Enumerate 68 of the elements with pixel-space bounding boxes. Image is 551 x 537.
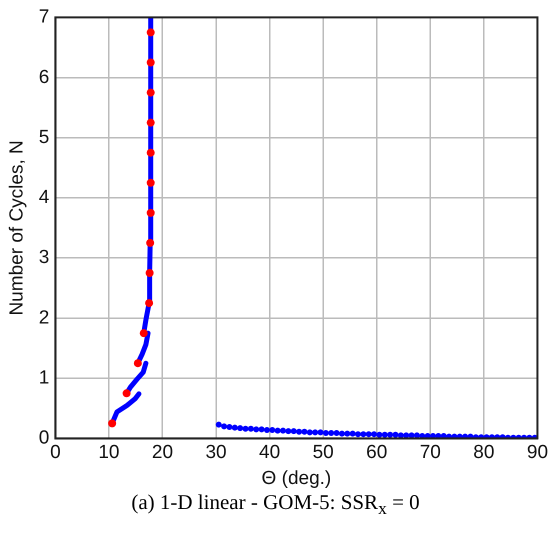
point [290, 428, 297, 434]
x-tick-label: 10 [98, 442, 120, 464]
point [264, 426, 270, 433]
point [146, 208, 155, 217]
point [146, 118, 155, 127]
x-tick-label: 30 [205, 442, 227, 464]
point [108, 419, 116, 428]
point [269, 426, 276, 433]
point [371, 431, 378, 438]
point [387, 432, 394, 438]
point [140, 329, 148, 338]
point [306, 429, 313, 436]
point [237, 425, 244, 432]
point [274, 428, 281, 434]
point [146, 238, 154, 247]
y-tick-label: 6 [38, 66, 50, 88]
x-tick-label: 70 [420, 442, 441, 464]
point [146, 269, 154, 278]
point [248, 426, 254, 432]
y-axis-title: Number of Cycles, N [6, 140, 28, 316]
point [285, 428, 292, 434]
point [258, 426, 265, 432]
point [146, 28, 155, 36]
y-tick-label: 5 [38, 126, 50, 148]
point [146, 148, 155, 157]
point [344, 430, 350, 437]
point [296, 428, 302, 435]
point [376, 432, 382, 438]
y-tick-label: 0 [38, 428, 50, 449]
point [360, 431, 366, 438]
point [382, 432, 388, 438]
y-tick-label: 1 [38, 367, 50, 388]
x-axis-title: Θ (deg.) [262, 468, 332, 489]
point [338, 430, 345, 437]
point [301, 428, 308, 435]
point [221, 423, 228, 430]
point [280, 428, 286, 434]
point [134, 359, 142, 368]
y-tick-label: 7 [38, 6, 50, 28]
point [355, 431, 361, 438]
point [146, 58, 155, 67]
point [232, 424, 238, 431]
x-tick-label: 40 [259, 442, 280, 464]
x-tick-label: 80 [473, 442, 494, 464]
x-tick-label: 60 [366, 442, 388, 464]
point [366, 431, 372, 438]
point [350, 430, 356, 437]
point [312, 429, 318, 436]
point [122, 389, 131, 398]
point [242, 426, 249, 432]
x-tick-label: 90 [526, 442, 548, 464]
y-tick-label: 2 [38, 307, 50, 328]
point [146, 88, 155, 97]
point [253, 426, 260, 432]
point [216, 422, 222, 428]
text: (a) 1-D linear - GOM-5: SSR$_{x}$ = 0 [130, 490, 421, 520]
point [226, 424, 232, 430]
point [328, 430, 334, 436]
y-tick-label: 4 [38, 187, 50, 208]
x-tick-label: 50 [312, 442, 334, 464]
x-tick-label: 20 [152, 442, 174, 464]
y-tick-label: 3 [38, 247, 50, 268]
point [145, 299, 154, 308]
point [392, 432, 398, 438]
point [322, 430, 329, 436]
point [334, 430, 340, 436]
point [318, 429, 324, 436]
point [146, 178, 155, 187]
